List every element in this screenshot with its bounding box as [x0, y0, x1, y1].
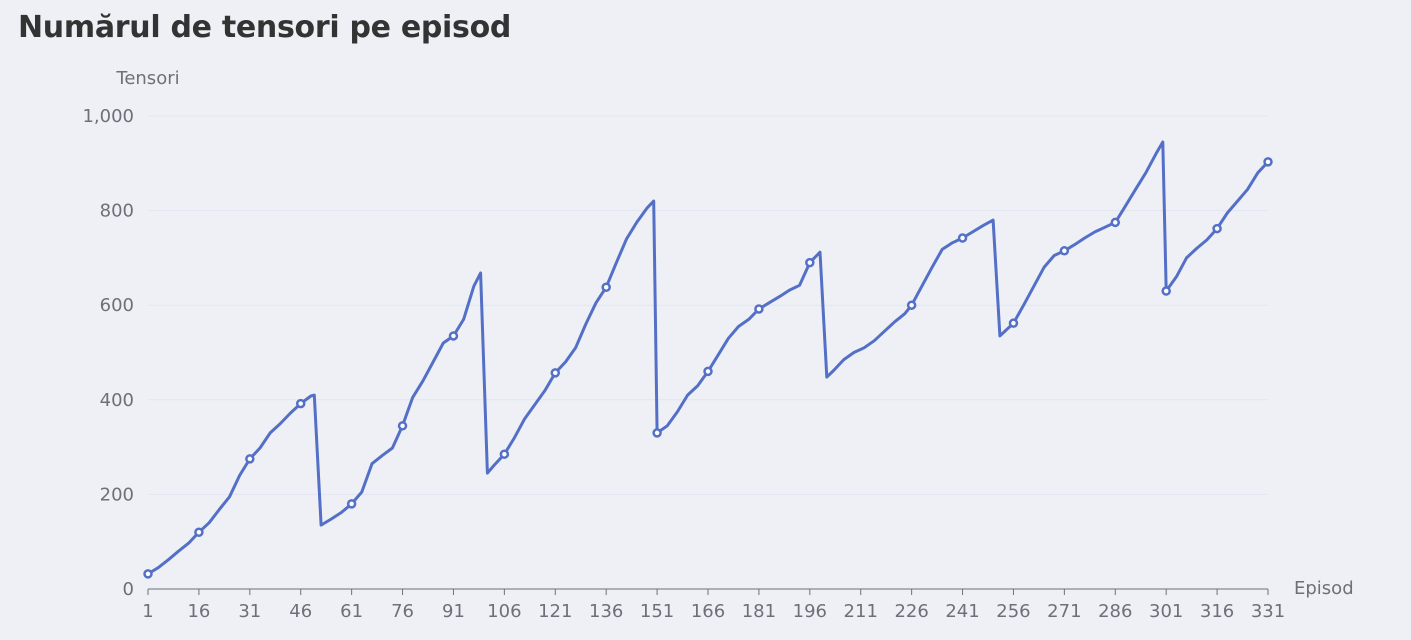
x-tick-label: 256	[996, 601, 1030, 622]
x-tick-label: 61	[340, 601, 363, 622]
x-tick-label: 151	[640, 601, 674, 622]
x-tick-label: 316	[1200, 601, 1234, 622]
y-tick-label: 0	[123, 579, 134, 600]
y-tick-label: 200	[100, 484, 134, 505]
data-point	[1110, 217, 1121, 228]
data-point	[245, 454, 255, 464]
series-line-path	[147, 140, 1270, 576]
x-tick-label: 1	[142, 601, 153, 622]
y-tick-label: 800	[100, 201, 134, 222]
y-axis-title: Tensori	[115, 68, 179, 89]
data-point	[448, 331, 459, 341]
x-tick-label: 301	[1149, 601, 1183, 622]
chart-title: Numărul de tensori pe episod	[18, 10, 512, 45]
x-tick-label: 181	[742, 601, 776, 622]
series-line	[147, 140, 1270, 576]
data-point	[1161, 286, 1171, 296]
x-tick-label: 91	[442, 601, 465, 622]
data-point	[906, 300, 917, 310]
x-tick-label: 76	[391, 601, 414, 622]
data-point	[703, 366, 713, 377]
data-point	[1059, 246, 1070, 256]
x-tick-label: 241	[945, 601, 979, 622]
x-tick-label: 286	[1098, 601, 1132, 622]
data-point	[601, 282, 611, 292]
x-tick-label: 211	[844, 601, 878, 622]
y-tick-label: 1,000	[82, 106, 134, 127]
x-tick-label: 106	[487, 601, 521, 622]
data-point	[346, 499, 357, 509]
x-tick-label: 271	[1047, 601, 1081, 622]
x-tick-label: 31	[238, 601, 261, 622]
y-tick-label: 400	[100, 390, 134, 411]
data-point	[1263, 157, 1273, 167]
data-point	[499, 449, 510, 459]
x-tick-label: 136	[589, 601, 623, 622]
data-point	[550, 368, 561, 378]
x-axis-title: Episod	[1294, 578, 1354, 599]
data-point	[1008, 318, 1019, 328]
y-tick-label: 600	[100, 295, 134, 316]
data-point	[1212, 223, 1222, 234]
x-tick-label: 331	[1251, 601, 1285, 622]
x-tick-label: 121	[538, 601, 572, 622]
data-point	[397, 421, 408, 431]
point-markers	[143, 157, 1273, 579]
axes: 0 200 400 600 800 1,000 1 16 31 46 61 76 91 106 121 136…	[82, 106, 1285, 622]
data-point	[295, 398, 306, 409]
x-tick-label: 166	[691, 601, 725, 622]
data-point	[652, 428, 662, 438]
data-point	[805, 257, 815, 268]
x-tick-label: 16	[187, 601, 210, 622]
x-tick-label: 46	[289, 601, 312, 622]
data-point	[957, 233, 968, 243]
x-tick-label: 226	[894, 601, 928, 622]
data-point	[194, 527, 204, 537]
data-point	[143, 569, 153, 579]
grid-lines	[148, 115, 1268, 495]
x-tick-label: 196	[793, 601, 827, 622]
data-point	[754, 304, 764, 314]
